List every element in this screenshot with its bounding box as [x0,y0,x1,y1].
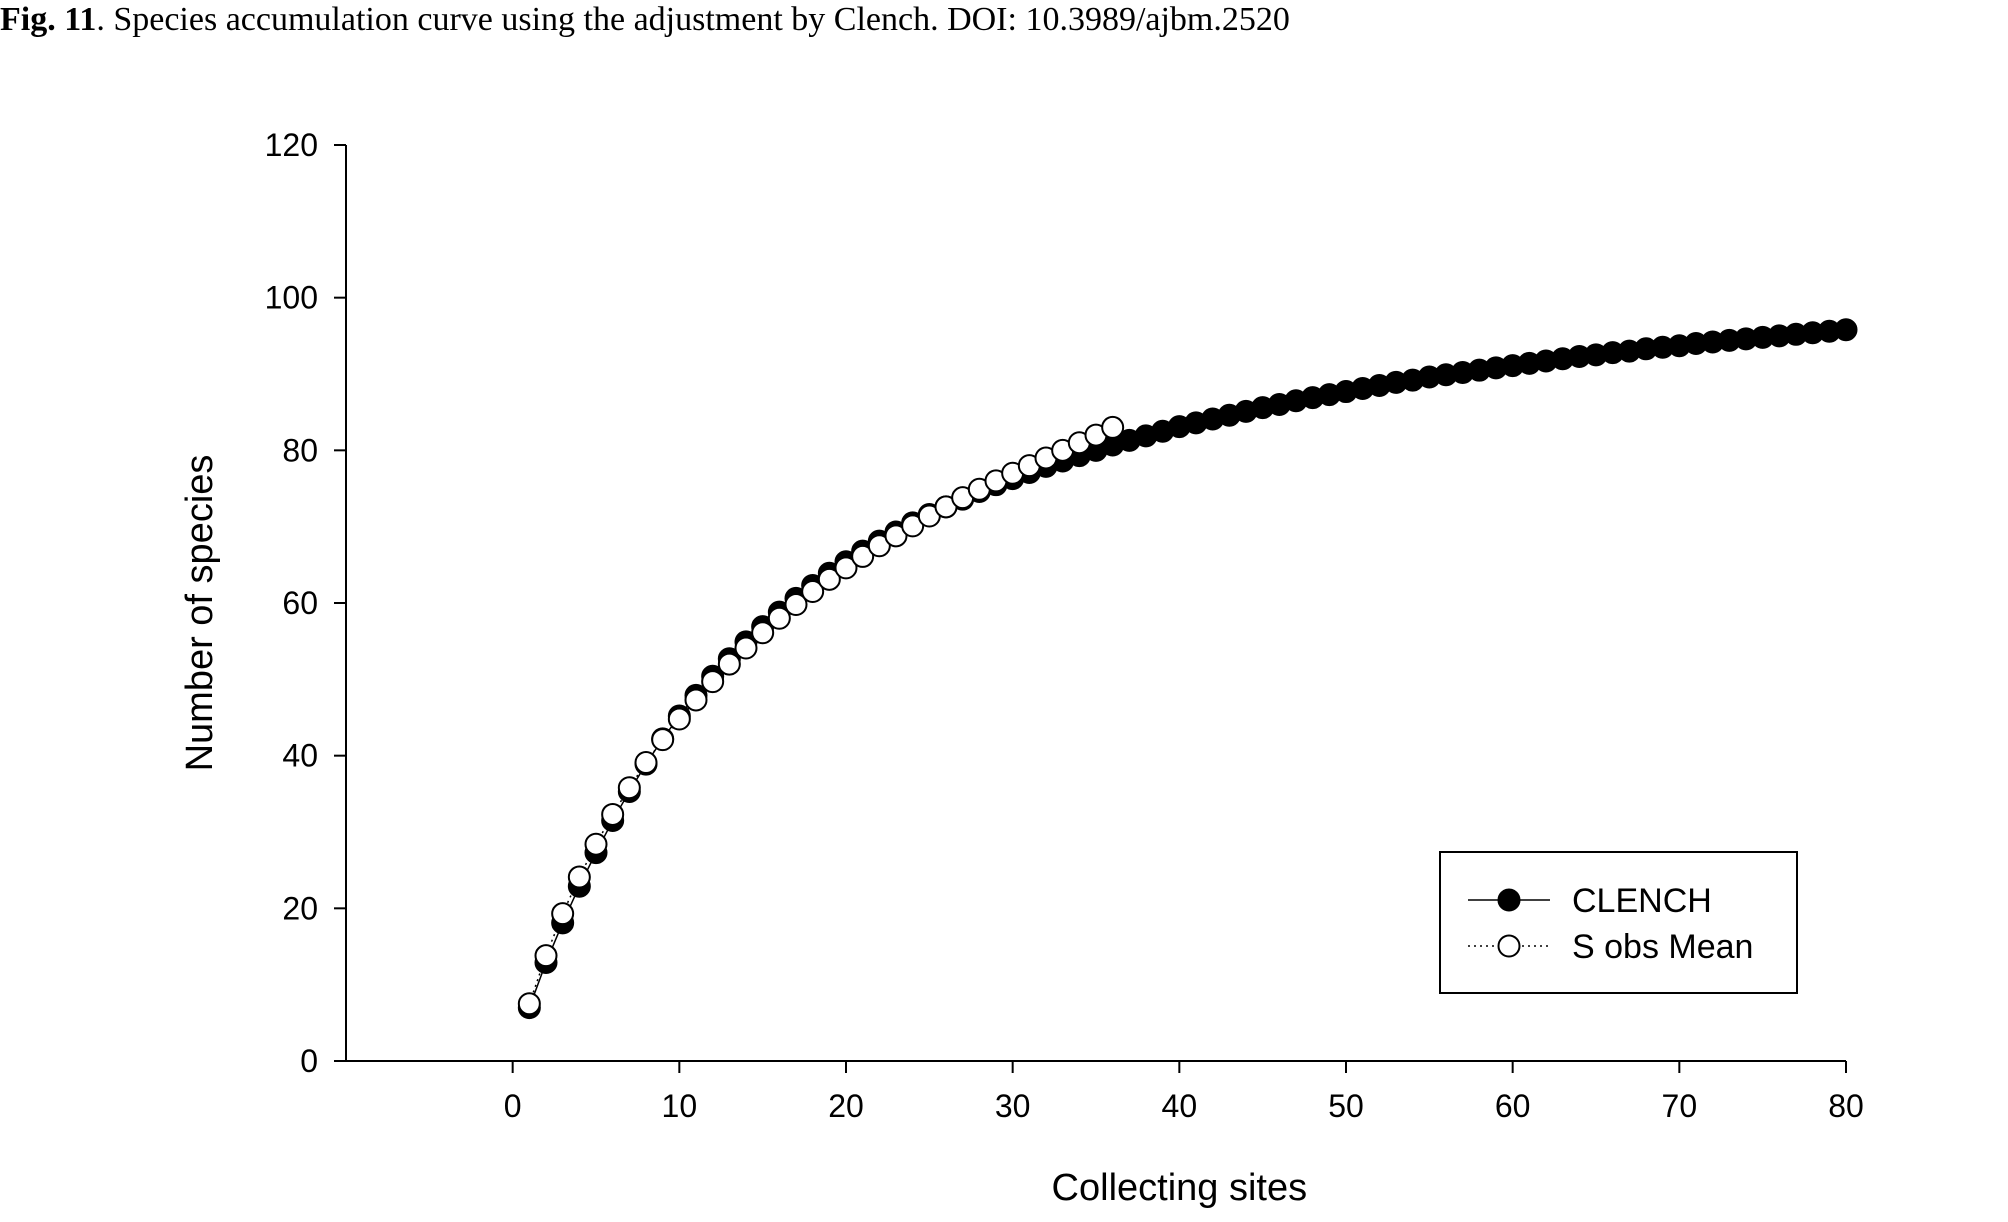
data-point [534,944,558,968]
y-tick-label: 0 [300,1043,318,1079]
legend: CLENCH S obs Mean [1439,851,1798,994]
x-tick-label: 0 [504,1088,522,1124]
data-point [617,776,641,800]
y-tick-label: 120 [265,127,318,163]
x-tick-label: 60 [1495,1088,1531,1124]
data-point [767,606,791,630]
x-axis-label: Collecting sites [1052,1167,1308,1209]
y-tick-label: 40 [282,738,318,774]
y-axis-label: Number of species [179,455,221,772]
data-point [634,751,658,775]
x-axis-ticks: 0 10 20 30 40 50 60 70 80 [504,1061,1864,1124]
y-axis-ticks: 0 20 40 60 80 100 120 [265,127,346,1079]
filled-circle-icon [1497,888,1521,912]
y-tick-label: 80 [282,432,318,468]
data-point [651,728,675,752]
data-point [684,688,708,712]
data-point [601,802,625,826]
legend-box [1439,851,1798,994]
data-point [801,580,825,604]
data-point [851,544,875,568]
legend-label: CLENCH [1572,882,1712,920]
data-point [701,670,725,694]
x-tick-label: 10 [662,1088,698,1124]
caption-text: . Species accumulation curve using the a… [96,1,1290,38]
y-tick-label: 60 [282,585,318,621]
x-tick-label: 70 [1662,1088,1698,1124]
data-point [717,652,741,676]
x-tick-label: 40 [1162,1088,1198,1124]
data-point [584,832,608,856]
figure-label: Fig. 11 [0,1,97,38]
data-point [551,902,575,926]
y-tick-label: 100 [265,280,318,316]
data-point [567,865,591,889]
data-point [817,567,841,591]
data-point [1101,415,1125,439]
x-tick-label: 80 [1828,1088,1864,1124]
data-point [901,514,925,538]
series-line-2 [528,426,1113,1004]
data-point [784,593,808,617]
plot-area [517,318,1858,1020]
y-tick-label: 20 [282,890,318,926]
data-point [834,556,858,580]
open-circle-icon [1497,934,1521,958]
data-point [734,636,758,660]
data-point [1834,318,1858,342]
data-point [667,707,691,731]
x-tick-label: 50 [1328,1088,1364,1124]
data-point [751,621,775,645]
data-point [884,524,908,548]
x-tick-label: 20 [828,1088,864,1124]
data-point [867,534,891,558]
legend-label: S obs Mean [1572,928,1753,966]
x-tick-label: 30 [995,1088,1031,1124]
figure-caption: Fig. 11. Species accumulation curve usin… [0,0,2008,40]
data-point [517,992,541,1016]
